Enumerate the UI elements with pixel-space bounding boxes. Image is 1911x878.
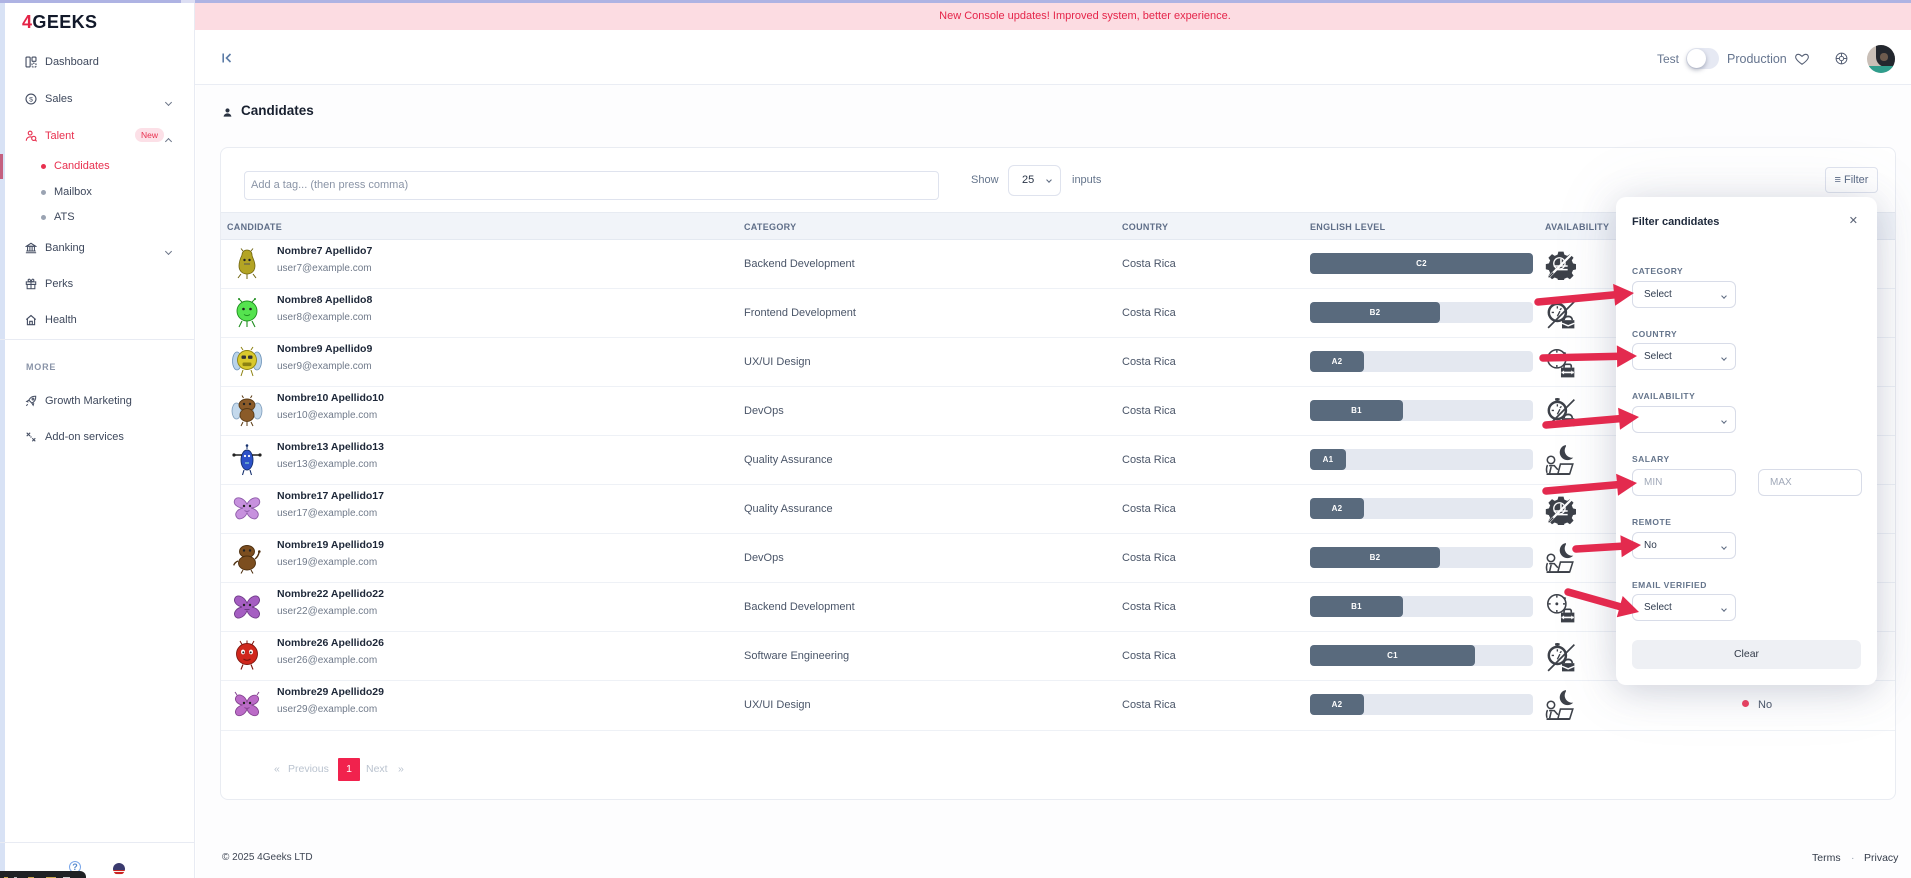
svg-text:$: $ <box>29 97 33 104</box>
